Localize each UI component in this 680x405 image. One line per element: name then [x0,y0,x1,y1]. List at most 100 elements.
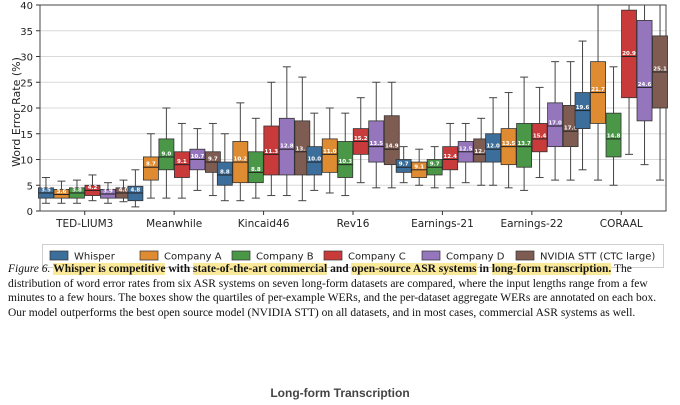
box-value-label: 9.7 [399,162,409,168]
box-company-d [636,20,653,122]
caption-text-6: in [476,263,492,275]
box-value-label: 9.7 [208,157,218,163]
box-value-label: 13.5 [502,141,516,147]
y-tick-label: 10 [20,156,33,167]
box-company-b [605,112,622,158]
caption-highlight-3: open-source ASR systems [351,263,477,275]
x-tick-label: Rev16 [337,218,370,230]
box-value-label: 19.6 [576,105,590,111]
box-whisper [395,159,412,173]
box-whisper [216,161,233,186]
x-tick-label: CORAAL [600,218,643,230]
box-value-label: 12.5 [459,146,473,152]
box-company-b [337,141,354,178]
box-value-label: 9.7 [430,162,440,168]
box-value-label: 15.2 [354,136,368,142]
box-value-label: 25.1 [653,66,667,72]
box-value-label: 10.0 [307,157,321,163]
y-tick-label: 15 [20,130,33,141]
box-value-label: 17.6 [564,126,578,132]
y-tick-label: 30 [20,53,33,64]
legend-swatch [49,250,69,261]
y-tick-label: 40 [20,1,33,12]
box-value-label: 12.4 [443,154,457,160]
box-company-d [547,102,564,148]
legend-label: NVIDIA STT (CTC large) [540,252,655,263]
x-tick-label: Earnings-21 [411,218,474,230]
box-value-label: 12.0 [486,144,500,150]
box-value-label: 12.8 [280,144,294,150]
y-tick-label: 0 [27,207,33,218]
box-value-label: 11.3 [265,149,279,155]
box-whisper [306,146,323,176]
box-value-label: 8.8 [251,167,261,173]
box-value-label: 4.0 [119,187,129,193]
box-company-a [321,138,338,173]
box-value-label: 13.5 [369,141,383,147]
x-tick-label: Kincaid46 [238,218,290,230]
x-tick-label: Meanwhile [146,218,202,230]
box-value-label: 10.7 [191,154,205,160]
figure-label: Figure 6. [8,263,51,275]
caption-body: The distribution of word error rates fro… [8,263,657,319]
legend-swatch [515,250,535,261]
box-company-b [247,151,264,184]
caption-highlight-1: Whisper is competitive [53,263,166,275]
box-value-label: 3.5 [41,187,51,193]
box-company-b [516,123,533,168]
legend-label: Company A [164,252,222,263]
caption-highlight-4: long-form transcription. [491,263,612,275]
box-value-label: 14.9 [385,144,399,150]
legend-label: Whisper [74,252,116,263]
box-value-label: 17.0 [548,121,562,127]
legend-swatch [139,250,159,261]
box-plot-figure: 0 5 10 15 20 25 30 35 40 3.5 3.6 3.8 4.2 3.9 4.0 4.8 8.… [10,1,668,263]
box-nvidia-stt-ctc-large- [383,115,400,166]
box-value-label: 4.8 [131,187,141,193]
box-value-label: 3.8 [72,187,82,193]
figure-caption: Figure 6. Whisper is competitive with st… [8,262,672,320]
box-whisper [127,185,144,202]
y-tick-label: 35 [20,27,33,38]
box-company-b [158,138,175,171]
legend-label: Company C [348,252,406,263]
box-company-c [531,123,548,153]
x-tick-labels: TED-LIUM3 Meanwhile Kincaid46 Rev16 Earnings… [55,211,643,230]
box-value-label: 3.9 [103,189,113,195]
box-value-label: 9.1 [177,159,187,165]
box-company-c [442,146,459,171]
box-value-label: 3.6 [57,189,67,195]
box-value-label: 21.7 [591,87,605,93]
box-plot-boxes: 3.5 3.6 3.8 4.23.9 4.0 4.88.79.09.110.7 9.78.8… [38,4,668,208]
box-value-label: 14.8 [607,133,621,139]
legend-swatch [421,250,441,261]
y-axis-label: Word Error Rate (%) [10,57,23,167]
box-value-label: 12.6 [474,149,488,155]
box-company-c [621,9,637,99]
box-value-label: 20.9 [622,51,636,57]
legend-label: Company B [256,252,314,263]
box-company-a [142,156,159,181]
y-tick-label: 20 [20,104,33,115]
box-whisper [485,133,502,163]
legend-swatch [231,250,251,261]
box-value-label: 8.7 [146,162,156,168]
box-value-label: 10.3 [338,159,352,165]
box-value-label: 10.2 [234,157,248,163]
legend: Whisper Company A Company B Company C Compan… [49,250,655,263]
box-value-label: 15.4 [533,133,547,139]
box-company-d [368,120,385,163]
box-value-label: 24.6 [638,82,652,88]
caption-text-4: and [327,263,352,275]
legend-swatch [323,250,343,261]
box-company-d [278,117,295,176]
section-title: Long-form Transcription [270,386,410,400]
y-tick-label: 25 [20,78,33,89]
caption-highlight-2: state-of-the-art commercial [192,263,328,275]
box-value-label: 8.8 [220,169,230,175]
caption-text-2: with [165,263,193,275]
x-tick-label: TED-LIUM3 [55,218,113,230]
x-tick-label: Earnings-22 [500,218,563,230]
y-tick-label: 5 [27,181,33,192]
box-value-label: 13.1 [296,146,310,152]
